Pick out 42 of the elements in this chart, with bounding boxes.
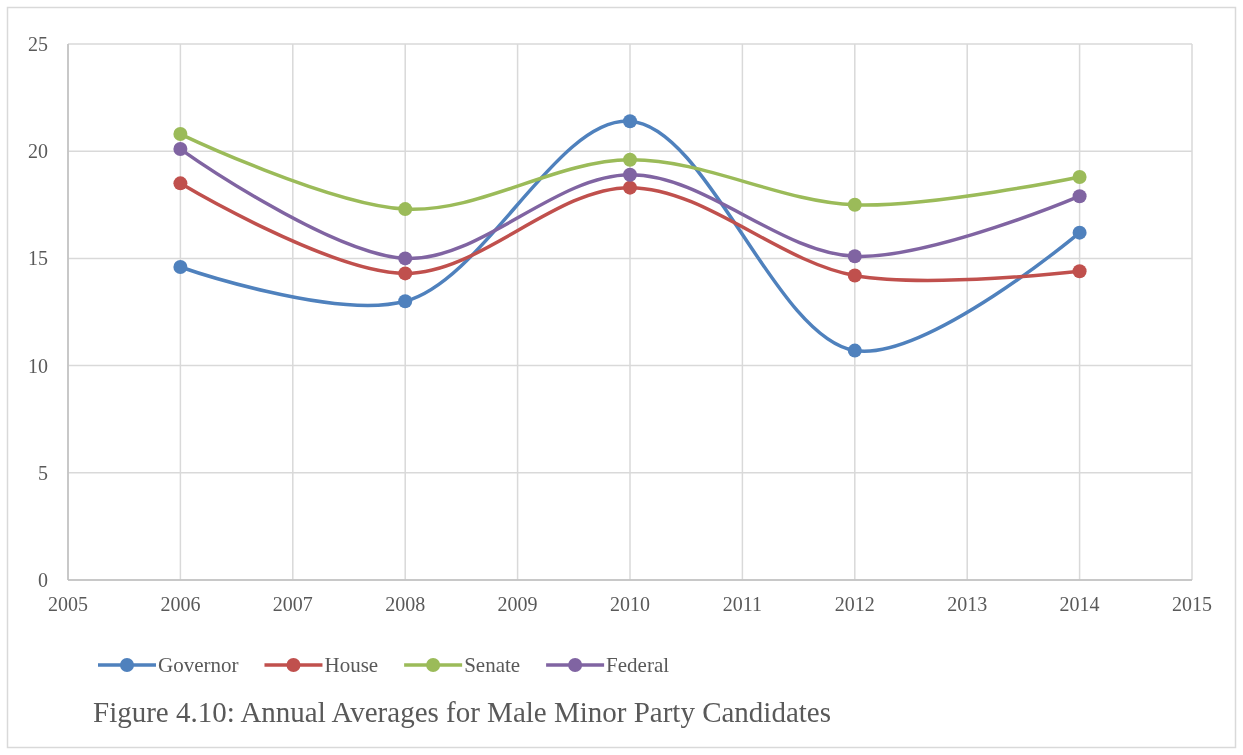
x-tick-label: 2011	[722, 593, 763, 615]
y-tick-label: 15	[28, 247, 48, 270]
point	[623, 114, 637, 129]
point	[1072, 169, 1087, 184]
point	[623, 152, 637, 167]
x-tick-label: 2013	[947, 593, 988, 615]
y-tick-label: 0	[38, 569, 48, 591]
point	[1072, 189, 1087, 204]
point	[623, 167, 637, 182]
x-tick-label: 2006	[160, 593, 201, 615]
y-tick-label: 10	[28, 354, 48, 377]
x-tick-label: 2010	[610, 593, 650, 615]
point	[847, 268, 862, 283]
x-tick-label: 2005	[48, 593, 88, 615]
point	[1072, 264, 1087, 279]
point	[173, 176, 188, 191]
point	[398, 202, 413, 217]
point	[398, 251, 413, 266]
x-tick-label: 2015	[1172, 593, 1212, 615]
point	[173, 127, 188, 142]
x-tick-label: 2014	[1059, 593, 1100, 615]
point	[1072, 225, 1087, 240]
y-tick-label: 20	[28, 140, 48, 163]
point	[173, 142, 188, 157]
y-tick-label: 25	[28, 33, 48, 55]
x-tick-label: 2007	[272, 593, 313, 615]
x-tick-label: 2012	[834, 593, 875, 615]
legend-label: Federal	[606, 653, 670, 677]
legend-label: House	[324, 653, 379, 677]
legend-label: Governor	[158, 653, 239, 677]
y-tick-label: 5	[38, 461, 48, 484]
point	[847, 197, 862, 212]
point	[398, 266, 413, 281]
x-tick-label: 2009	[497, 593, 538, 615]
point	[847, 249, 862, 264]
point	[173, 259, 188, 274]
point	[623, 180, 637, 195]
x-tick-label: 2008	[385, 593, 426, 615]
legend-label: Senate	[464, 653, 521, 677]
point	[847, 343, 862, 358]
point	[398, 294, 413, 309]
text: Figure 4.10: Annual Averages for Male Minor Party Candidates	[93, 696, 832, 728]
